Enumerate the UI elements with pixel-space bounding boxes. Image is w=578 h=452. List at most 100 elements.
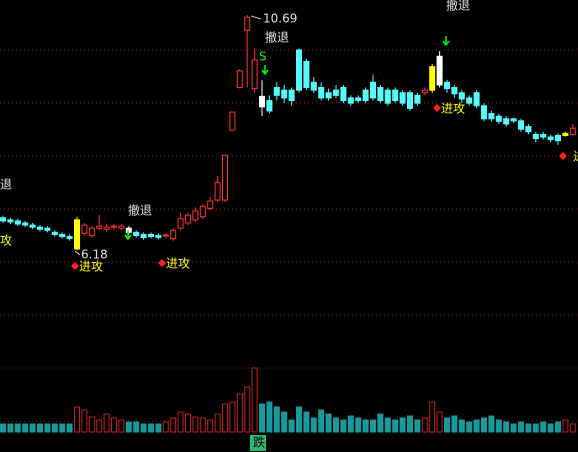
candle-body [111,225,117,228]
candle-body [192,210,199,221]
annotation: 退 [0,178,12,192]
volume-bar [458,419,465,433]
volume-bar [503,421,510,433]
volume-bar [22,423,29,433]
volume-bar [177,411,184,433]
candle-body [392,89,399,102]
volume-bar [525,423,532,433]
candle-body [547,136,554,141]
volume-bar [51,423,58,433]
volume-bar [170,417,177,433]
sell-arrow [261,65,269,76]
candle-body [466,97,473,104]
candle-body [569,127,576,135]
volume-bar [273,406,280,433]
volume-bar [88,416,95,433]
candle-body [236,70,243,89]
candle-body [355,97,362,102]
candle-body [125,227,132,233]
buy-diamond [559,152,567,160]
candle-body [14,220,21,225]
annotation: 撤退 [265,30,289,45]
annotation: 进攻 [79,260,103,274]
annotation: 10.69 [263,12,297,26]
candle-body [525,126,532,133]
candle-body [555,134,561,142]
volume-bar [510,423,517,433]
candle-body [22,222,29,226]
candle-body [88,227,95,236]
volume-bar [111,417,117,433]
sell-arrow [442,36,450,47]
candle-body [281,89,288,99]
candle-body [399,92,406,104]
annotation: 进攻 [441,102,465,116]
volume-bar [222,403,228,433]
buy-diamond [433,104,441,112]
volume-bar [162,421,169,433]
candle-body [214,181,221,201]
volume-bar [555,421,561,433]
volume-bar [29,423,36,433]
volume-bar [333,417,339,433]
volume-bar [244,386,251,433]
annotation: 跌 [253,435,265,450]
candle-body [414,94,421,104]
candle-body [296,49,302,91]
candle-body [96,225,103,229]
volume-bar [444,417,450,433]
volume-bar [569,423,576,433]
candle-body [177,218,184,229]
candle-body [266,100,273,112]
volume-bar [540,421,547,433]
candle-body [518,120,524,130]
candle-body [185,214,191,224]
candle-body [362,89,369,102]
candle-body [162,234,169,237]
volume-bar [429,401,436,433]
candle-body [303,60,310,89]
volume-bar [421,417,428,433]
annotation: 撤退 [446,0,470,13]
candle-body [318,87,325,99]
candle-body [288,89,295,102]
volume-bar [384,417,391,433]
volume-bar [229,401,236,433]
volume-bar [192,416,199,433]
volume-bar [355,417,362,433]
volume-bar [325,413,332,433]
candle-body [436,55,443,86]
candle-body [155,234,162,239]
candle-body [310,81,317,91]
volume-bar [340,419,347,433]
candle-body [7,219,14,223]
volume-bar [118,419,125,433]
candle-body [59,233,66,238]
candle-body [532,133,539,140]
volume-bar [251,367,258,433]
volume-bar [414,419,421,433]
volume-bar [399,417,406,433]
volume-bar [451,415,458,433]
volume-bar [562,419,569,433]
candle-body [377,87,384,102]
buy-diamond [71,262,79,270]
annotation: 进 [573,150,578,164]
volume-bar [310,417,317,433]
volume-bar [155,423,162,433]
candle-body [207,200,214,209]
volume-bar [473,419,480,433]
volume-bar [59,423,66,433]
candle-body [488,113,495,120]
candle-body [229,111,236,131]
candle-body [458,92,465,100]
volume-bar [103,413,110,433]
candle-body [118,225,125,229]
candle-body [251,59,258,90]
candle-body [347,97,354,104]
volume-bar [392,419,399,433]
candle-body [140,233,147,239]
candle-body [37,226,43,230]
